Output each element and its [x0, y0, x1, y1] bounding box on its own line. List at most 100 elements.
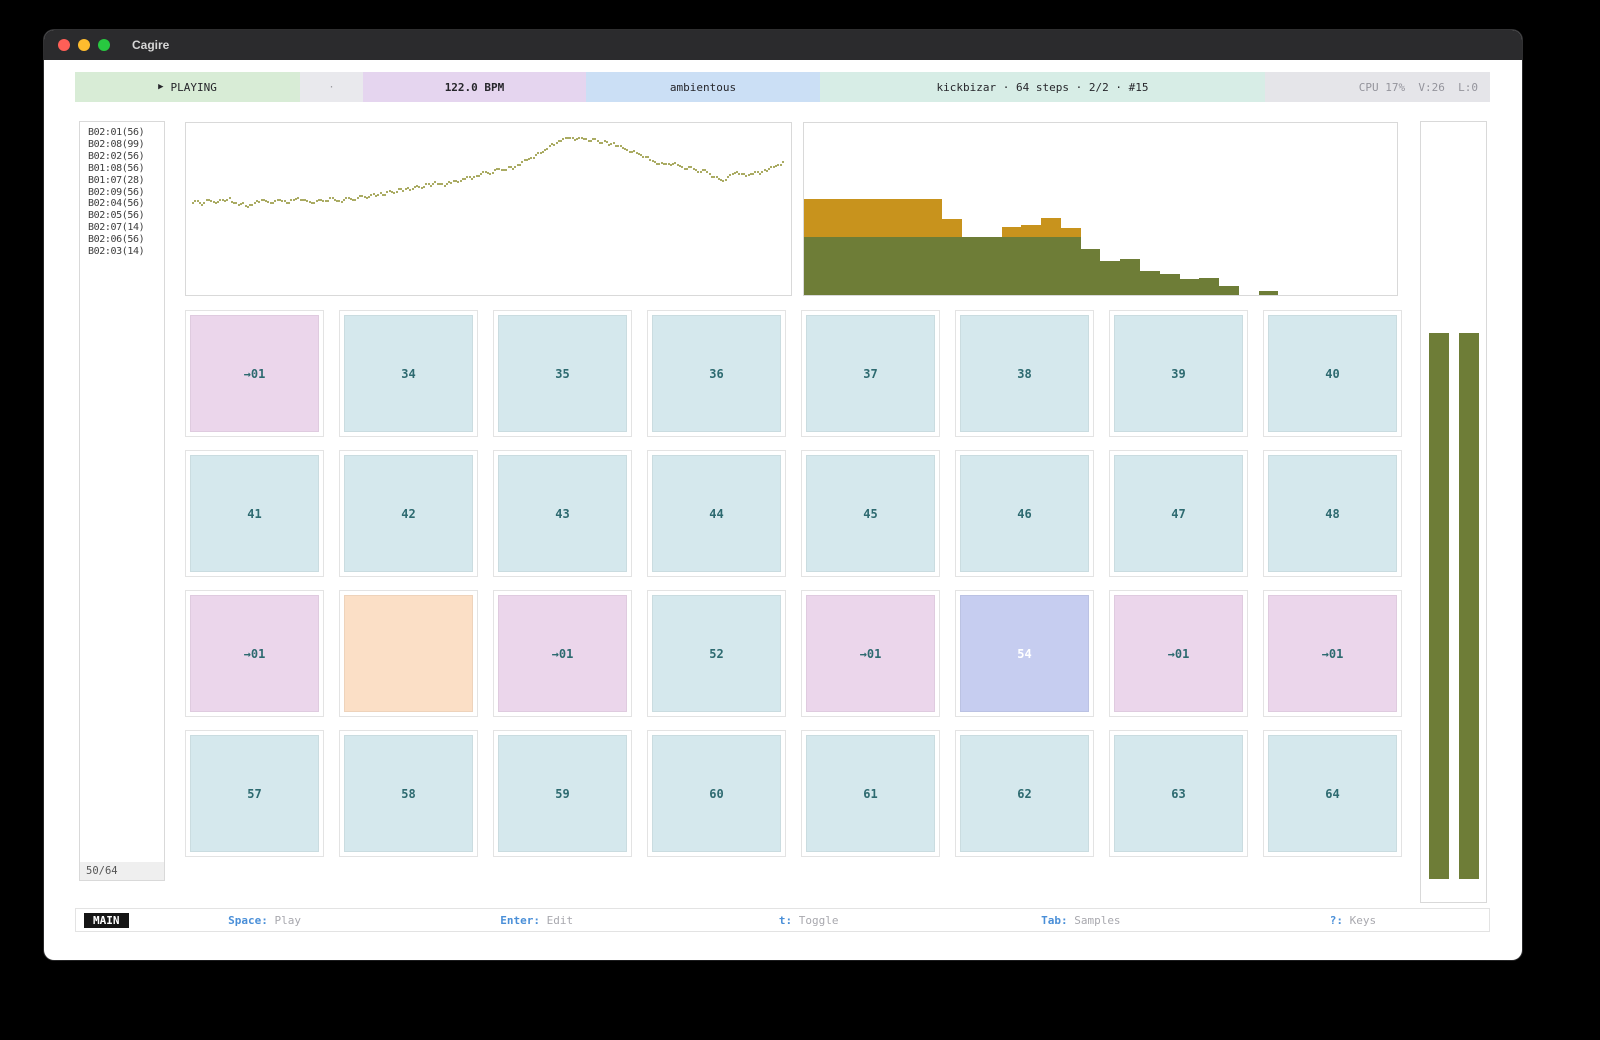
histogram-bar: [962, 123, 982, 295]
pad-cell[interactable]: →01: [1109, 590, 1248, 717]
scatter-dot: [763, 169, 766, 172]
scatter-dot: [427, 183, 430, 186]
scatter-dot: [736, 171, 739, 174]
pad-cell[interactable]: →01: [493, 590, 632, 717]
scatter-dot: [326, 199, 329, 202]
scatter-dot: [681, 166, 684, 168]
pad-cell-label: 34: [344, 315, 473, 432]
sample-list-item[interactable]: B02:04(56): [88, 198, 145, 210]
scatter-dot: [489, 172, 492, 175]
pad-cell[interactable]: 46: [955, 450, 1094, 577]
scatter-dot: [509, 165, 512, 168]
sample-list-item[interactable]: B02:09(56): [88, 186, 145, 198]
scatter-dot: [454, 179, 457, 182]
sample-list-item[interactable]: B02:03(14): [88, 246, 145, 258]
sample-list-item[interactable]: B02:06(56): [88, 234, 145, 246]
scatter-dot: [320, 198, 323, 201]
scatter-dot: [564, 136, 567, 139]
pad-cell[interactable]: 48: [1263, 450, 1402, 577]
pad-cell-label: 46: [960, 455, 1089, 572]
close-button[interactable]: [58, 39, 70, 51]
scatter-dot: [608, 143, 611, 146]
scatter-dot: [747, 173, 750, 176]
scatter-dot: [329, 196, 332, 199]
pad-cell-label: 52: [652, 595, 781, 712]
histogram-bar: [1278, 123, 1298, 295]
sample-list-item[interactable]: B01:07(28): [88, 174, 145, 186]
pad-cell[interactable]: →01: [185, 590, 324, 717]
sample-list-item[interactable]: B01:08(56): [88, 162, 145, 174]
scatter-dot: [233, 202, 236, 205]
scatter-dot: [695, 169, 698, 172]
sample-list-item[interactable]: B02:05(56): [88, 210, 145, 222]
pad-cell[interactable]: 44: [647, 450, 786, 577]
pad-cell[interactable]: [339, 590, 478, 717]
scatter-dot: [317, 198, 320, 201]
pad-cell[interactable]: 39: [1109, 310, 1248, 437]
titlebar: Cagire: [44, 30, 1522, 60]
scatter-dot: [393, 191, 396, 194]
scatter-dot: [345, 196, 348, 199]
level-meter-left: [1429, 332, 1449, 879]
histogram-bar: [1258, 123, 1279, 295]
scatter-dot: [665, 162, 668, 165]
transport-status[interactable]: ▶ PLAYING: [75, 72, 300, 102]
pad-cell-label: 40: [1268, 315, 1397, 432]
histogram-bar: [1140, 123, 1160, 295]
pad-cell[interactable]: 60: [647, 730, 786, 857]
scatter-dot: [436, 183, 439, 186]
scatter-dot: [484, 171, 487, 174]
scatter-dot: [532, 156, 535, 159]
scatter-dot: [647, 156, 650, 159]
scatter-dot: [301, 198, 304, 201]
bpm-display[interactable]: 122.0 BPM: [363, 72, 586, 102]
pad-cell[interactable]: 64: [1263, 730, 1402, 857]
scatter-dot: [246, 205, 249, 208]
pad-cell[interactable]: 35: [493, 310, 632, 437]
scatter-dot: [194, 200, 197, 203]
pad-cell[interactable]: 34: [339, 310, 478, 437]
scatter-dot: [374, 195, 377, 198]
pad-cell[interactable]: 62: [955, 730, 1094, 857]
pad-cell[interactable]: 57: [185, 730, 324, 857]
pad-cell-label: →01: [1268, 595, 1397, 712]
scatter-dot: [237, 203, 240, 206]
pad-cell[interactable]: 45: [801, 450, 940, 577]
pad-cell[interactable]: 58: [339, 730, 478, 857]
pad-cell[interactable]: →01: [1263, 590, 1402, 717]
pad-cell[interactable]: →01: [185, 310, 324, 437]
pad-cell[interactable]: 47: [1109, 450, 1248, 577]
pad-cell[interactable]: 54: [955, 590, 1094, 717]
maximize-button[interactable]: [98, 39, 110, 51]
pad-cell[interactable]: 52: [647, 590, 786, 717]
scatter-dot: [386, 190, 389, 193]
scatter-dot: [445, 183, 448, 186]
scatter-dot: [336, 199, 339, 202]
scatter-dot: [331, 196, 334, 199]
pad-cell[interactable]: 36: [647, 310, 786, 437]
sample-list-item[interactable]: B02:01(56): [88, 127, 145, 138]
sample-list-item[interactable]: B02:08(99): [88, 138, 145, 150]
pad-cell[interactable]: 42: [339, 450, 478, 577]
histogram-bar: [1041, 123, 1061, 295]
pad-cell[interactable]: 59: [493, 730, 632, 857]
scatter-dot: [294, 197, 297, 200]
pad-cell[interactable]: →01: [801, 590, 940, 717]
pad-cell[interactable]: 40: [1263, 310, 1402, 437]
pad-cell[interactable]: 43: [493, 450, 632, 577]
pad-cell[interactable]: 38: [955, 310, 1094, 437]
sample-list-item[interactable]: B02:07(14): [88, 222, 145, 234]
histogram-bar: [942, 123, 963, 295]
scatter-dot: [770, 165, 773, 168]
patch-name[interactable]: ambientous: [586, 72, 820, 102]
pad-cell[interactable]: 37: [801, 310, 940, 437]
scatter-dot: [304, 198, 307, 201]
sample-list-item[interactable]: B02:02(56): [88, 150, 145, 162]
pad-cell[interactable]: 63: [1109, 730, 1248, 857]
pad-cell[interactable]: 41: [185, 450, 324, 577]
scatter-dot: [306, 200, 309, 203]
scatter-dot: [210, 200, 213, 203]
scatter-dot: [704, 169, 707, 172]
minimize-button[interactable]: [78, 39, 90, 51]
pad-cell[interactable]: 61: [801, 730, 940, 857]
